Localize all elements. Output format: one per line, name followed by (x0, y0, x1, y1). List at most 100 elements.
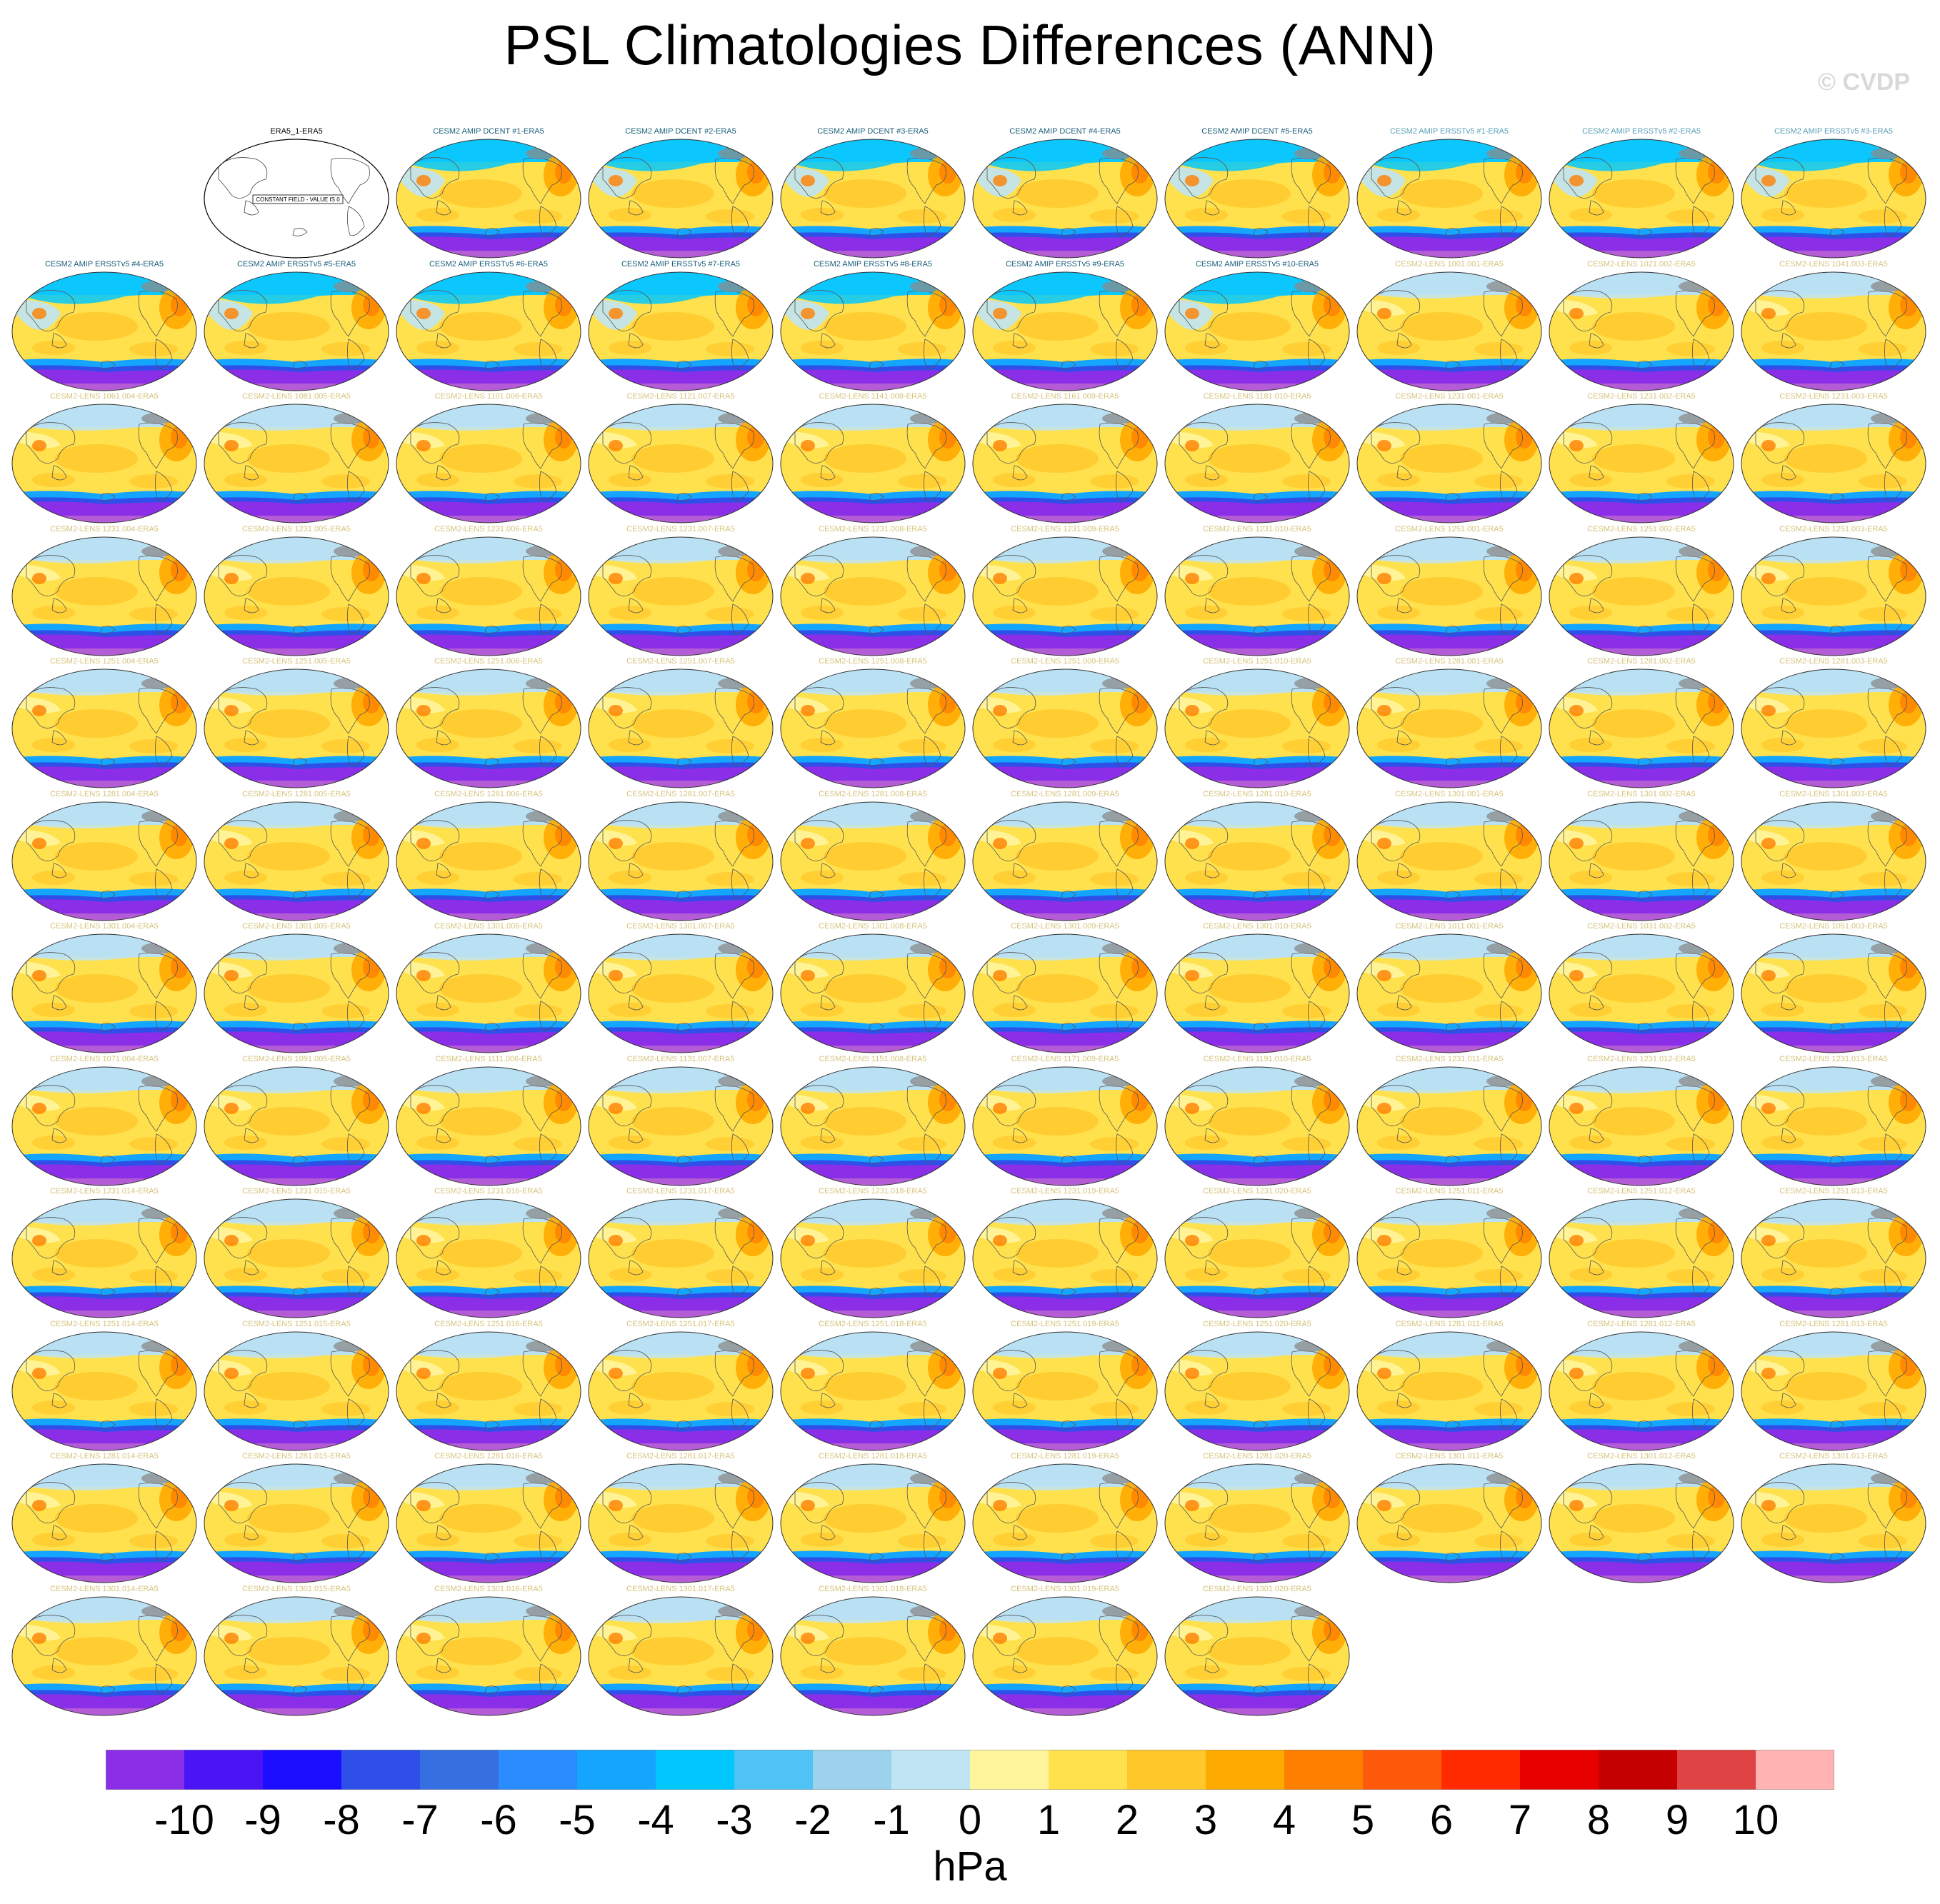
map-panel: CESM2-LENS 1301.002-ERA5 (1548, 790, 1735, 926)
map-panel: CESM2-LENS 1301.015-ERA5 (203, 1585, 390, 1720)
map-panel: CESM2-LENS 1251.004-ERA5 (11, 657, 198, 793)
map-panel: CESM2-LENS 1301.010-ERA5 (1164, 922, 1351, 1058)
psl-difference-map (588, 1463, 774, 1583)
psl-difference-map (780, 139, 966, 259)
map-panel-title: CESM2-LENS 1231.017-ERA5 (626, 1187, 735, 1196)
psl-difference-map (780, 1198, 966, 1318)
map-panel-title: CESM2-LENS 1301.010-ERA5 (1203, 922, 1311, 931)
psl-difference-map (1164, 1198, 1350, 1318)
map-panel: CESM2-LENS 1251.002-ERA5 (1548, 525, 1735, 661)
psl-difference-map (204, 668, 389, 788)
psl-difference-map (1164, 1331, 1350, 1450)
map-panel: CESM2 AMIP ERSSTv5 #10-ERA5 (1164, 260, 1351, 396)
map-panel-title: CESM2-LENS 1251.012-ERA5 (1587, 1187, 1696, 1196)
colorbar-tick-label: -9 (244, 1797, 281, 1843)
colorbar-tick-label: -1 (873, 1797, 910, 1843)
psl-difference-map (972, 139, 1158, 259)
map-panel-title: CESM2-LENS 1281.010-ERA5 (1203, 789, 1311, 798)
map-panel-title: CESM2-LENS 1301.020-ERA5 (1203, 1584, 1311, 1593)
map-panel: CESM2 AMIP ERSSTv5 #9-ERA5 (971, 260, 1159, 396)
map-panel-title: CESM2-LENS 1301.018-ERA5 (819, 1584, 927, 1593)
psl-difference-map (1356, 404, 1542, 523)
psl-difference-map (972, 933, 1158, 1053)
map-panel-title: CESM2-LENS 1231.003-ERA5 (1779, 392, 1888, 401)
psl-difference-map (1549, 271, 1734, 391)
map-panel-title: CESM2-LENS 1301.006-ERA5 (434, 922, 543, 931)
map-panel-title: CESM2-LENS 1301.014-ERA5 (50, 1584, 159, 1593)
colorbar-tick-label: -4 (637, 1797, 674, 1843)
map-panel: CESM2-LENS 1231.004-ERA5 (11, 525, 198, 661)
map-panel: CESM2-LENS 1251.018-ERA5 (779, 1320, 966, 1455)
map-panel: CESM2-LENS 1281.014-ERA5 (11, 1452, 198, 1588)
map-panel-title: CESM2-LENS 1281.003-ERA5 (1779, 657, 1888, 666)
map-panel: CESM2-LENS 1301.017-ERA5 (587, 1585, 774, 1720)
psl-difference-map (1356, 933, 1542, 1053)
colorbar-swatch (734, 1750, 814, 1790)
map-panel: CESM2-LENS 1251.006-ERA5 (395, 657, 582, 793)
psl-difference-map (972, 1596, 1158, 1715)
map-panel-title: CESM2-LENS 1301.011-ERA5 (1395, 1452, 1504, 1460)
map-panel-title: CESM2-LENS 1281.002-ERA5 (1587, 657, 1696, 666)
colorbar-tick-label: 5 (1351, 1797, 1375, 1843)
colorbar-swatch (656, 1750, 735, 1790)
psl-difference-map (1549, 801, 1734, 921)
psl-difference-map (780, 1463, 966, 1583)
map-panel: CESM2-LENS 1091.005-ERA5 (203, 1055, 390, 1191)
colorbar-tick-label: 7 (1508, 1797, 1532, 1843)
map-panel: CESM2-LENS 1301.019-ERA5 (971, 1585, 1159, 1720)
psl-difference-map (396, 1596, 581, 1715)
psl-difference-map (1549, 668, 1734, 788)
map-panel: CESM2-LENS 1231.017-ERA5 (587, 1187, 774, 1323)
colorbar-tick-label: 9 (1665, 1797, 1689, 1843)
map-panel: CESM2-LENS 1301.005-ERA5 (203, 922, 390, 1058)
psl-difference-map (204, 933, 389, 1053)
psl-difference-map (204, 1331, 389, 1450)
psl-difference-map (1549, 139, 1734, 259)
map-panel: CESM2 AMIP DCENT #1-ERA5 (395, 127, 582, 263)
map-panel: CESM2-LENS 1281.010-ERA5 (1164, 790, 1351, 926)
map-panel: CESM2 AMIP ERSSTv5 #6-ERA5 (395, 260, 582, 396)
psl-difference-map (972, 668, 1158, 788)
map-panel-title: CESM2-LENS 1281.015-ERA5 (242, 1452, 351, 1460)
map-panel: CESM2-LENS 1231.013-ERA5 (1740, 1055, 1927, 1191)
map-panel-title: CESM2 AMIP ERSSTv5 #3-ERA5 (1774, 127, 1894, 136)
map-panel-title: CESM2-LENS 1251.013-ERA5 (1779, 1187, 1888, 1196)
map-panel-title: CESM2-LENS 1171.009-ERA5 (1011, 1054, 1119, 1063)
map-panel: CESM2-LENS 1251.008-ERA5 (779, 657, 966, 793)
map-panel: CESM2-LENS 1141.008-ERA5 (779, 392, 966, 528)
map-panel: CESM2-LENS 1281.006-ERA5 (395, 790, 582, 926)
map-panel-title: CESM2-LENS 1301.009-ERA5 (1011, 922, 1119, 931)
map-panel: CESM2-LENS 1061.004-ERA5 (11, 392, 198, 528)
map-panel: CESM2 AMIP ERSSTv5 #1-ERA5 (1356, 127, 1543, 263)
psl-difference-map (1741, 668, 1926, 788)
map-panel: CESM2-LENS 1251.016-ERA5 (395, 1320, 582, 1455)
map-panel: CESM2-LENS 1301.001-ERA5 (1356, 790, 1543, 926)
map-panel: CESM2-LENS 1231.002-ERA5 (1548, 392, 1735, 528)
map-panel: CESM2-LENS 1281.002-ERA5 (1548, 657, 1735, 793)
map-panel-title: CESM2-LENS 1251.011-ERA5 (1395, 1187, 1504, 1196)
map-panel: CESM2-LENS 1281.005-ERA5 (203, 790, 390, 926)
psl-difference-map (1741, 1066, 1926, 1186)
psl-difference-map (972, 1331, 1158, 1450)
colorbar-swatch (1363, 1750, 1442, 1790)
psl-difference-map (396, 1066, 581, 1186)
psl-difference-map (588, 404, 774, 523)
map-panel: CESM2-LENS 1251.007-ERA5 (587, 657, 774, 793)
map-panel: CESM2-LENS 1161.009-ERA5 (971, 392, 1159, 528)
psl-difference-map (588, 536, 774, 656)
psl-difference-map (1164, 668, 1350, 788)
map-panel: CESM2-LENS 1041.003-ERA5 (1740, 260, 1927, 396)
map-panel-title: CESM2-LENS 1251.017-ERA5 (626, 1319, 735, 1328)
map-panel: CESM2 AMIP ERSSTv5 #4-ERA5 (11, 260, 198, 396)
map-panel-title: CESM2-LENS 1281.005-ERA5 (242, 789, 351, 798)
map-panel: CESM2-LENS 1231.014-ERA5 (11, 1187, 198, 1323)
map-panel: CESM2-LENS 1251.001-ERA5 (1356, 525, 1543, 661)
map-panel: CESM2-LENS 1301.018-ERA5 (779, 1585, 966, 1720)
map-panel: CESM2-LENS 1231.012-ERA5 (1548, 1055, 1735, 1191)
map-panel: CESM2-LENS 1281.020-ERA5 (1164, 1452, 1351, 1588)
psl-difference-map (11, 1463, 197, 1583)
psl-difference-map (1356, 271, 1542, 391)
map-panel: CESM2-LENS 1231.020-ERA5 (1164, 1187, 1351, 1323)
map-panel-title: CESM2-LENS 1301.008-ERA5 (819, 922, 927, 931)
psl-difference-map (11, 668, 197, 788)
